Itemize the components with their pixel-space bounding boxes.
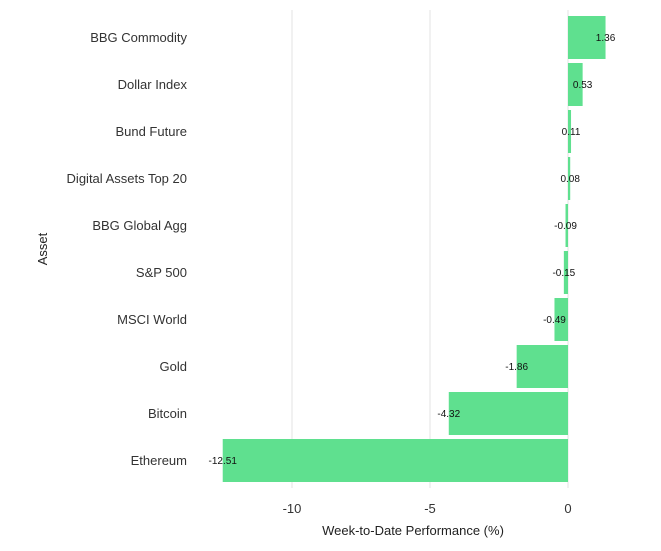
x-tick-labels: -10 -5 0: [283, 501, 572, 516]
category-label: Gold: [160, 359, 187, 374]
category-label: Bund Future: [115, 124, 187, 139]
bar: [568, 16, 606, 59]
bar: [568, 157, 571, 200]
data-label: -1.86: [505, 362, 528, 373]
bar: [568, 110, 572, 153]
category-label: MSCI World: [117, 312, 187, 327]
bar: [448, 392, 568, 435]
x-axis-title: Week-to-Date Performance (%): [322, 523, 504, 538]
category-labels: BBG Commodity Dollar Index Bund Future Digi…: [67, 30, 188, 468]
x-tick-label: -10: [283, 501, 302, 516]
y-axis-title: Asset: [35, 232, 50, 265]
bar: [222, 439, 568, 482]
category-label: S&P 500: [136, 265, 187, 280]
category-label: Digital Assets Top 20: [67, 171, 187, 186]
category-label: Ethereum: [131, 453, 187, 468]
category-label: Bitcoin: [148, 406, 187, 421]
bar: [565, 204, 568, 247]
bar: [516, 345, 568, 388]
bar: [554, 298, 568, 341]
x-tick-label: -5: [424, 501, 436, 516]
data-label: 1.36: [596, 33, 616, 44]
category-label: BBG Commodity: [90, 30, 187, 45]
data-label: 0.11: [562, 127, 581, 138]
bars: [222, 16, 606, 482]
data-label: -4.32: [437, 409, 460, 420]
data-labels: 1.36 0.53 0.11 0.08 -0.09 -0.15 -0.49 -1.86 -4.3…: [209, 33, 616, 467]
category-label: Dollar Index: [118, 77, 188, 92]
bar: [563, 251, 568, 294]
x-tick-label: 0: [564, 501, 571, 516]
data-label: 0.08: [560, 174, 580, 185]
bar: [568, 63, 583, 106]
data-label: 0.53: [573, 80, 593, 91]
data-label: -0.49: [543, 315, 566, 326]
category-label: BBG Global Agg: [92, 218, 187, 233]
data-label: -0.15: [552, 268, 575, 279]
data-label: -12.51: [209, 456, 238, 467]
data-label: -0.09: [554, 221, 577, 232]
